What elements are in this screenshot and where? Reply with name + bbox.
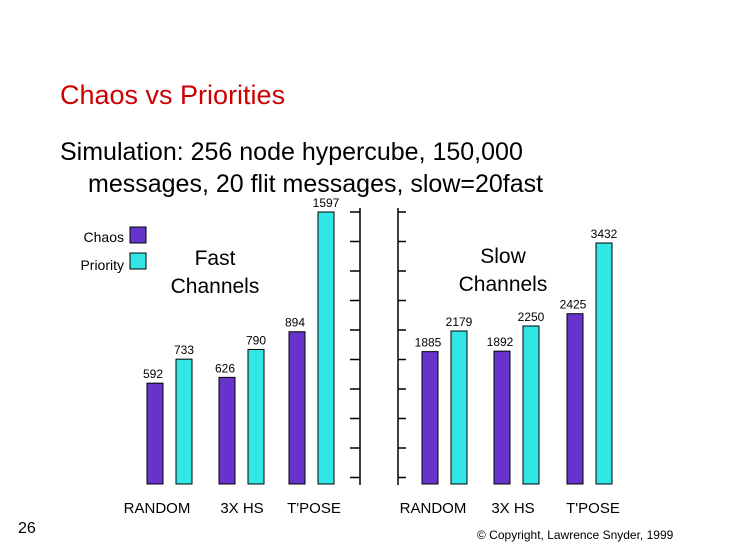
fast-channels-title-line2: Channels (171, 275, 260, 298)
bar-fast-2-priority (317, 211, 335, 485)
bar-slow-1-chaos (493, 350, 511, 485)
fast-channels-title-line1: Fast (195, 247, 236, 270)
subtitle-line-2: messages, 20 flit messages, slow=20fast (88, 170, 544, 198)
bar-slow-0-priority (450, 330, 468, 485)
bar-fast-1-priority (247, 348, 265, 485)
bar-fast-1-chaos (218, 376, 236, 485)
value-label: 3432 (591, 227, 618, 241)
legend: Chaos Priority (80, 226, 147, 273)
legend-chaos-swatch (129, 226, 147, 244)
legend-priority-label: Priority (80, 257, 124, 273)
page-number: 26 (18, 520, 36, 537)
value-label: 592 (143, 367, 163, 381)
value-label: 790 (246, 333, 266, 347)
value-label: 1597 (313, 196, 340, 210)
slow-channels-title-line2: Channels (459, 273, 548, 296)
bar-fast-2-chaos (288, 331, 306, 485)
subtitle-line-1: Simulation: 256 node hypercube, 150,000 (60, 138, 523, 166)
separator-axis (350, 208, 406, 485)
slow-channels-title-line1: Slow (480, 245, 526, 268)
category-label: RANDOM (124, 500, 191, 517)
category-label: 3X HS (220, 500, 263, 517)
value-labels-group: 592 733 626 790 894 1597 1885 2179 1892 2250 2425 3… (143, 196, 618, 381)
value-label: 1885 (415, 336, 442, 350)
bar-slow-1-priority (522, 325, 540, 485)
value-label: 733 (174, 343, 194, 357)
bar-fast-0-priority (175, 358, 193, 485)
category-label: T'POSE (287, 500, 341, 517)
value-label: 1892 (487, 335, 514, 349)
category-label: 3X HS (491, 500, 534, 517)
bar-slow-2-chaos (566, 313, 584, 485)
category-label: RANDOM (400, 500, 467, 517)
slide-subtitle: Simulation: 256 node hypercube, 150,000 … (60, 136, 660, 200)
value-label: 626 (215, 361, 235, 375)
bar-slow-2-priority (595, 242, 613, 485)
value-label: 2179 (446, 315, 473, 329)
value-label: 894 (285, 316, 305, 330)
bar-slow-0-chaos (421, 351, 439, 485)
value-label: 2250 (518, 310, 545, 324)
category-labels-group: RANDOM 3X HS T'POSE RANDOM 3X HS T'POSE (124, 500, 620, 517)
slide-title: Chaos vs Priorities (60, 80, 286, 110)
category-label: T'POSE (566, 500, 620, 517)
value-label: 2425 (560, 298, 587, 312)
copyright-text: © Copyright, Lawrence Snyder, 1999 (477, 528, 674, 542)
bar-fast-0-chaos (146, 382, 164, 485)
legend-priority-swatch (129, 252, 147, 270)
bars-group (146, 211, 613, 485)
legend-chaos-label: Chaos (84, 229, 124, 245)
